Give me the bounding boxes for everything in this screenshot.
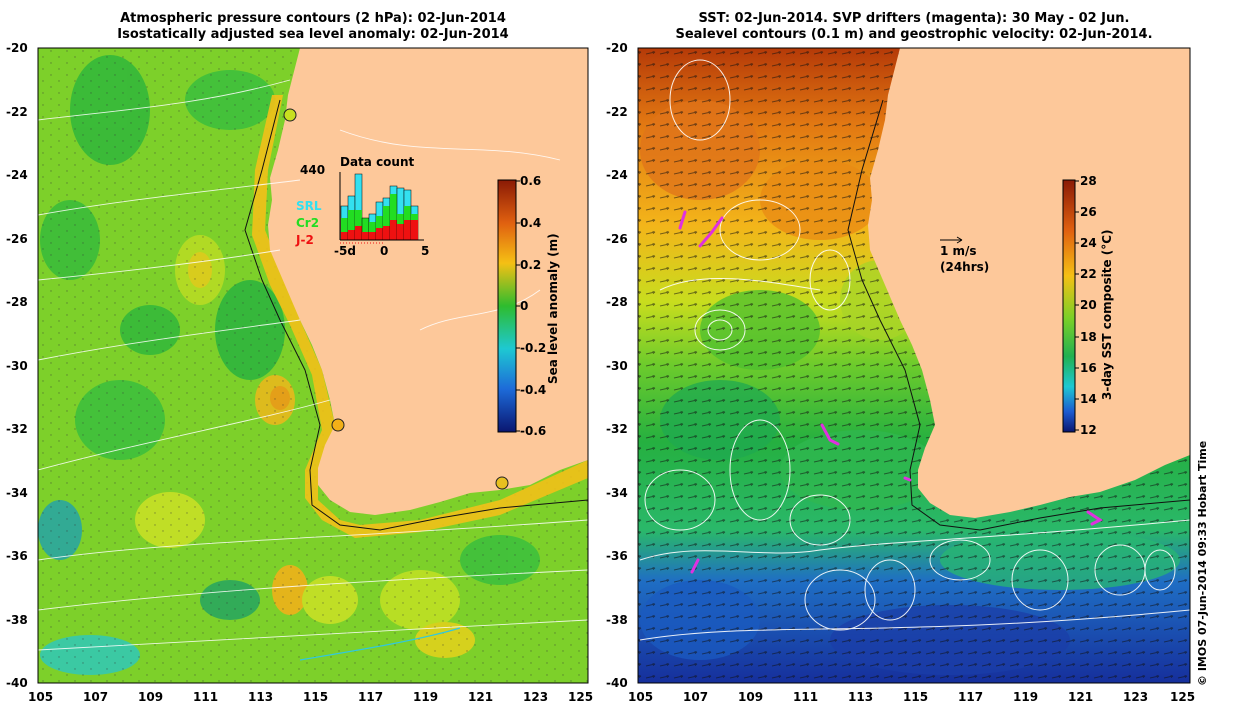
left-title-line1: Atmospheric pressure contours (2 hPa): 0… <box>120 11 506 26</box>
imos-credit: © IMOS 07-Jun-2014 09:33 Hobart Time <box>1196 440 1209 686</box>
velocity-scale-arrow <box>940 236 963 244</box>
tide-gauge-3 <box>495 476 509 490</box>
pressure-contours <box>38 79 588 651</box>
sla-colorbar <box>497 179 517 433</box>
tide-gauge-2 <box>331 418 345 432</box>
left-frame <box>37 47 589 684</box>
right-land <box>868 48 1190 518</box>
inset-xtick-1: -5d <box>334 244 356 258</box>
sst-colorbar <box>1062 179 1076 433</box>
inset-title: Data count <box>340 155 415 169</box>
velocity-scale-sub: (24hrs) <box>940 260 990 274</box>
right-map <box>638 48 1190 683</box>
velocity-scale-label: 1 m/s <box>940 244 977 258</box>
right-title-line1: SST: 02-Jun-2014. SVP drifters (magenta)… <box>698 11 1130 26</box>
right-title-line2: Sealevel contours (0.1 m) and geostrophi… <box>675 27 1153 42</box>
inset-bars <box>340 173 419 241</box>
sst-colorbar-ticks <box>1075 180 1079 431</box>
left-title: Atmospheric pressure contours (2 hPa): 0… <box>38 11 588 43</box>
right-title: SST: 02-Jun-2014. SVP drifters (magenta)… <box>638 11 1190 43</box>
right-frame <box>637 47 1191 684</box>
inset-xtick-3: 5 <box>421 244 430 258</box>
cyan-contour <box>299 627 461 661</box>
inset-xtick-2: 0 <box>380 244 389 258</box>
left-title-line2: Isostatically adjusted sea level anomaly… <box>117 27 509 42</box>
inset-legend-cr2: Cr2 <box>296 216 320 230</box>
sealevel-contours <box>639 59 1190 641</box>
inset-legend-srl: SRL <box>296 199 322 213</box>
tide-gauge-1 <box>283 108 297 122</box>
inset-legend-j2: J-2 <box>296 233 314 247</box>
data-count-inset <box>339 172 424 244</box>
drifters <box>678 210 1103 574</box>
sla-colorbar-label: Sea level anomaly (m) <box>546 233 560 384</box>
shelf-contour <box>244 99 588 531</box>
inset-max-label: 440 <box>300 163 326 177</box>
sst-colorbar-label: 3-day SST composite (°C) <box>1100 229 1114 400</box>
sla-colorbar-ticks <box>516 180 520 432</box>
